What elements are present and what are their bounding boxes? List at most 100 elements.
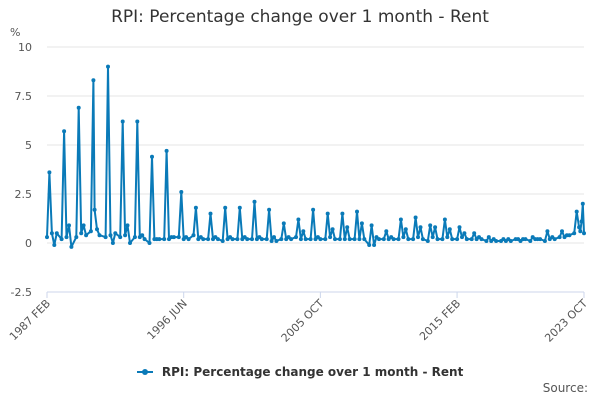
data-point: [369, 223, 374, 228]
y-tick-label: 10: [18, 41, 32, 54]
data-point: [435, 237, 440, 242]
data-point: [411, 237, 416, 242]
data-point: [574, 209, 579, 214]
legend-swatch-icon: [136, 368, 153, 375]
data-point: [289, 237, 294, 242]
data-point: [176, 235, 181, 240]
data-point: [69, 244, 74, 249]
x-tick-label: 2015 FEB: [417, 297, 463, 343]
data-point: [359, 221, 364, 226]
data-point: [416, 235, 420, 240]
data-point: [125, 223, 130, 228]
data-point: [580, 201, 585, 206]
data-point: [186, 237, 191, 242]
data-point: [538, 237, 543, 242]
data-point: [235, 237, 240, 242]
data-point: [430, 235, 435, 240]
data-point: [413, 215, 418, 220]
data-point: [264, 237, 269, 242]
data-point: [577, 225, 582, 230]
data-point: [279, 237, 284, 242]
data-point: [123, 233, 128, 238]
data-point: [420, 237, 425, 242]
data-point: [486, 235, 491, 240]
data-point: [103, 235, 108, 240]
data-point: [462, 231, 467, 236]
data-point: [372, 243, 377, 247]
data-point: [418, 225, 423, 230]
data-point: [552, 237, 557, 242]
data-point: [220, 239, 225, 243]
data-point: [64, 235, 69, 240]
data-point: [450, 237, 455, 242]
data-point: [433, 225, 438, 230]
data-point: [347, 237, 352, 242]
data-point: [269, 239, 274, 243]
data-point: [318, 237, 323, 242]
data-point: [460, 235, 464, 240]
data-point: [578, 229, 583, 234]
data-point: [274, 239, 279, 243]
data-point: [528, 239, 533, 243]
data-point: [440, 237, 445, 242]
data-point: [81, 223, 86, 228]
data-point: [333, 237, 337, 242]
data-point: [59, 237, 64, 242]
data-point: [323, 237, 328, 242]
data-point: [328, 235, 333, 240]
data-point: [301, 229, 306, 234]
data-point: [45, 235, 49, 240]
data-point: [311, 207, 316, 212]
y-tick-label: 5: [25, 139, 32, 152]
x-tick-label: 1987 FEB: [7, 297, 53, 343]
data-point: [110, 241, 115, 245]
data-point: [508, 239, 513, 243]
data-point: [464, 237, 469, 242]
data-point: [95, 227, 99, 232]
data-point: [215, 237, 220, 242]
data-point: [457, 225, 462, 230]
data-point: [237, 205, 242, 210]
y-tick-label: 0: [25, 237, 32, 250]
data-point: [281, 221, 286, 226]
data-point: [193, 205, 198, 210]
data-point: [542, 239, 547, 243]
data-point: [445, 235, 450, 240]
data-point: [469, 237, 474, 242]
data-point: [381, 237, 386, 242]
data-point: [442, 217, 447, 222]
data-point: [330, 227, 335, 232]
data-point: [523, 237, 528, 242]
data-point: [294, 235, 298, 240]
data-point: [142, 237, 147, 242]
data-point: [340, 211, 345, 216]
source-label: Source:: [542, 381, 588, 395]
data-point: [179, 190, 184, 194]
data-point: [164, 148, 169, 153]
data-point: [49, 231, 54, 236]
data-point: [120, 119, 125, 124]
data-point: [406, 237, 411, 242]
x-tick-label: 2023 OCT: [542, 297, 590, 345]
y-tick-label: 2.5: [15, 188, 33, 201]
data-point: [108, 233, 113, 238]
data-point: [582, 231, 586, 236]
chart-title: RPI: Percentage change over 1 month - Re…: [111, 7, 489, 27]
data-point: [579, 219, 584, 224]
data-point: [403, 227, 408, 232]
data-point: [401, 235, 406, 240]
data-point: [447, 227, 452, 232]
data-point: [391, 237, 396, 242]
data-point: [484, 239, 489, 243]
data-point: [557, 235, 562, 240]
data-point: [135, 119, 140, 124]
data-point: [150, 154, 154, 159]
data-point: [208, 211, 213, 216]
data-point: [308, 237, 313, 242]
data-point: [357, 237, 362, 242]
data-point: [455, 237, 460, 242]
data-point: [560, 229, 564, 234]
legend[interactable]: RPI: Percentage change over 1 month - Re…: [0, 365, 600, 379]
data-point: [62, 129, 67, 134]
